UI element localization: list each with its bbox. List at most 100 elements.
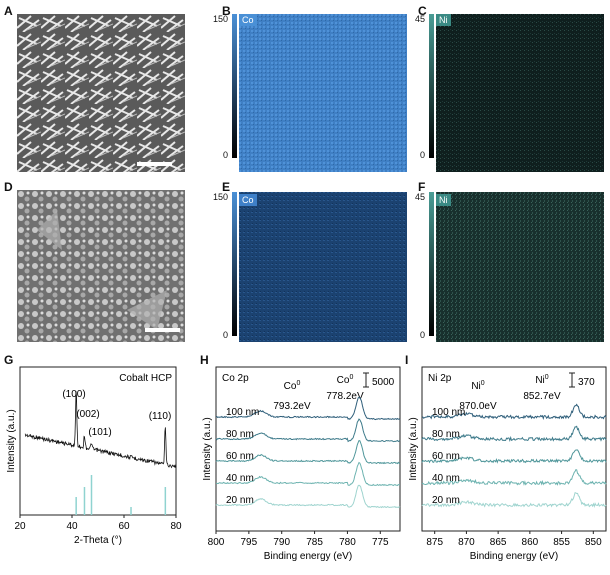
chart-title: Ni 2p bbox=[428, 373, 452, 384]
sem-texture-a bbox=[17, 14, 185, 172]
peak-label: Co0 bbox=[284, 380, 301, 392]
xps-series-line bbox=[421, 468, 607, 486]
x-tick-label: 80 bbox=[170, 521, 182, 532]
peak-energy-label: 870.0eV bbox=[459, 401, 497, 412]
x-tick-label: 790 bbox=[273, 537, 290, 548]
x-tick-label: 865 bbox=[490, 537, 507, 548]
xps-series-line bbox=[216, 396, 401, 421]
panel-label-c: C bbox=[418, 4, 427, 18]
panel-label-d: D bbox=[4, 180, 13, 194]
colorbar-min-ni-2: 0 bbox=[419, 330, 425, 340]
panel-label-f: F bbox=[418, 180, 426, 194]
element-tag-ni-c: Ni bbox=[436, 14, 451, 26]
x-tick-label: 875 bbox=[426, 537, 443, 548]
series-label: 40 nm bbox=[226, 473, 254, 484]
panel-label-b: B bbox=[222, 4, 231, 18]
x-tick-label: 800 bbox=[208, 537, 225, 548]
peak-label-superscript: 0 bbox=[296, 380, 300, 387]
colorbar-ni-1 bbox=[429, 14, 434, 158]
peak-label: Ni0 bbox=[535, 374, 548, 386]
x-tick-label: 870 bbox=[458, 537, 475, 548]
panel-label-g: G bbox=[4, 353, 14, 367]
peak-label: Ni0 bbox=[471, 380, 484, 392]
series-label: 60 nm bbox=[226, 451, 254, 462]
peak-label-superscript: 0 bbox=[349, 374, 353, 381]
x-tick-label: 40 bbox=[66, 521, 78, 532]
panel-label-h: H bbox=[200, 353, 209, 367]
panel-label-e: E bbox=[222, 180, 231, 194]
peak-energy-label: 793.2eV bbox=[273, 401, 311, 412]
xps-series-line bbox=[421, 491, 607, 508]
xps-series-line bbox=[215, 418, 401, 443]
series-label: 20 nm bbox=[226, 495, 254, 506]
element-tag-co-b: Co bbox=[239, 14, 257, 26]
y-axis-label: Intensity (a.u.) bbox=[408, 417, 419, 480]
peak-label: Co0 bbox=[337, 374, 354, 386]
chart-annotation: Cobalt HCP bbox=[119, 373, 172, 384]
sem-image-a bbox=[17, 14, 185, 172]
plot-frame bbox=[215, 366, 401, 532]
xps-series-line bbox=[215, 440, 401, 465]
ni2p-xps-chart: 875 870 865 860 855 850 Binding energy (eV) Int… bbox=[408, 366, 607, 562]
x-tick-label: 775 bbox=[372, 537, 389, 548]
colorbar-max-ni-1: 45 bbox=[414, 14, 425, 24]
xps-series-line bbox=[216, 461, 400, 487]
colorbar-min-ni-1: 0 bbox=[419, 150, 425, 160]
xrd-chart: 20 40 60 80 2-Theta (°) Intensity (a.u.) Cobal… bbox=[6, 366, 182, 546]
peak-label: (002) bbox=[76, 409, 99, 420]
colorbar-ni-2 bbox=[429, 192, 434, 336]
xps-series-line bbox=[215, 484, 401, 509]
y-axis-label: Intensity (a.u.) bbox=[6, 409, 17, 472]
element-tag-ni-f: Ni bbox=[436, 194, 451, 206]
sem-texture-d bbox=[17, 190, 185, 342]
peak-label: (100) bbox=[62, 389, 85, 400]
x-axis-label: 2-Theta (°) bbox=[74, 535, 122, 546]
scale-bar bbox=[145, 328, 180, 332]
peak-label-superscript: 0 bbox=[545, 374, 549, 381]
chart-title: Co 2p bbox=[222, 373, 249, 384]
x-tick-label: 785 bbox=[306, 537, 323, 548]
x-tick-label: 855 bbox=[553, 537, 570, 548]
xps-series-line bbox=[421, 449, 607, 464]
peak-energy-label: 778.2eV bbox=[326, 391, 364, 402]
colorbar-max-co-1: 150 bbox=[212, 14, 228, 24]
scale-bar-label: 5000 bbox=[372, 377, 395, 388]
scale-bar bbox=[137, 162, 172, 166]
plot-frame bbox=[19, 366, 177, 516]
colorbar-co-2 bbox=[232, 192, 237, 336]
panel-label-a: A bbox=[4, 4, 13, 18]
colorbar-co-1 bbox=[232, 14, 237, 158]
series-label: 80 nm bbox=[226, 429, 254, 440]
co2p-xps-chart: 800 795 790 785 780 775 Binding energy (eV) Int… bbox=[202, 366, 401, 562]
ni-map-c bbox=[436, 14, 604, 172]
y-axis-label: Intensity (a.u.) bbox=[202, 417, 213, 480]
x-axis-label: Binding energy (eV) bbox=[470, 551, 558, 562]
x-tick-label: 860 bbox=[522, 537, 539, 548]
ni-map-f bbox=[436, 192, 604, 342]
xps-series-line bbox=[421, 425, 607, 442]
series-label: 40 nm bbox=[432, 473, 460, 484]
co-map-e bbox=[239, 192, 407, 342]
co-map-b bbox=[239, 14, 407, 172]
xrd-pattern-line bbox=[24, 391, 177, 469]
element-tag-co-e: Co bbox=[239, 194, 257, 206]
peak-label-superscript: 0 bbox=[481, 380, 485, 387]
series-label: 20 nm bbox=[432, 495, 460, 506]
series-label: 80 nm bbox=[432, 429, 460, 440]
scale-bar-label: 370 bbox=[578, 377, 595, 388]
panel-label-i: I bbox=[405, 353, 409, 367]
x-tick-label: 795 bbox=[241, 537, 258, 548]
x-tick-label: 20 bbox=[14, 521, 26, 532]
colorbar-max-ni-2: 45 bbox=[414, 192, 425, 202]
x-tick-label: 60 bbox=[118, 521, 130, 532]
series-label: 100 nm bbox=[226, 407, 259, 418]
x-tick-label: 780 bbox=[339, 537, 356, 548]
peak-label: (101) bbox=[88, 427, 111, 438]
colorbar-min-co-2: 0 bbox=[222, 330, 228, 340]
peak-energy-label: 852.7eV bbox=[523, 391, 561, 402]
colorbar-min-co-1: 0 bbox=[222, 150, 228, 160]
series-label: 100 nm bbox=[432, 407, 465, 418]
xps-series-line bbox=[422, 403, 607, 420]
plot-frame bbox=[421, 366, 607, 532]
series-label: 60 nm bbox=[432, 451, 460, 462]
